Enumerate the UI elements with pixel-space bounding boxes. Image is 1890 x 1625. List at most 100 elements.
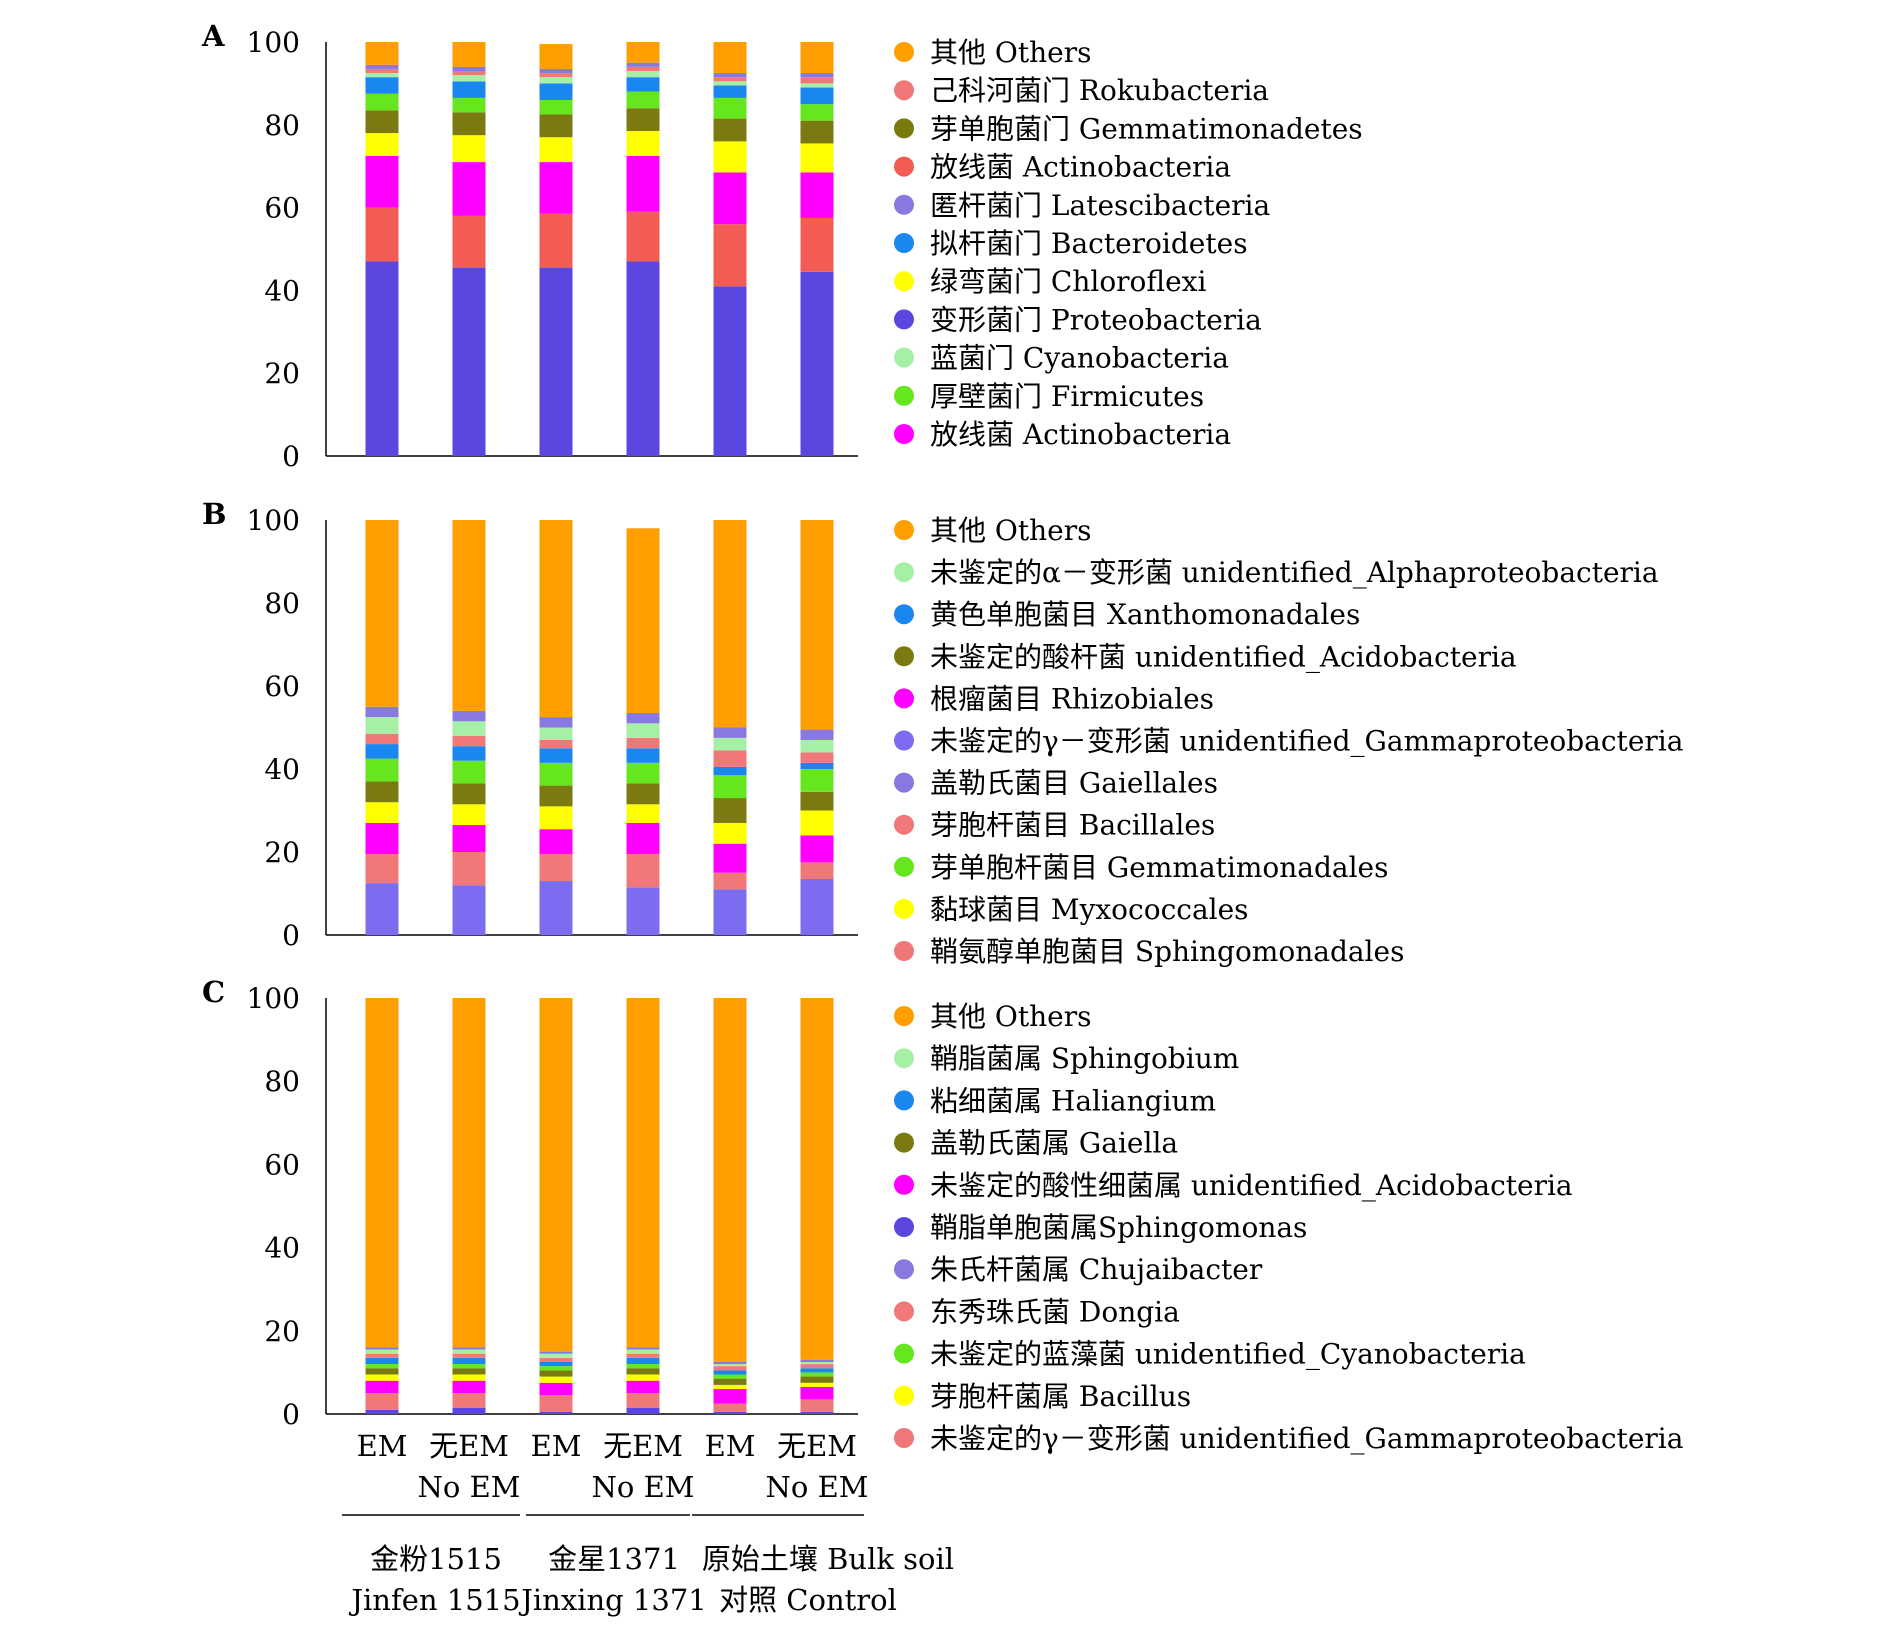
bar-segment	[713, 889, 747, 935]
bar-segment	[365, 744, 399, 759]
bar-segment	[452, 1393, 486, 1408]
legend-marker	[894, 42, 914, 62]
bar-segment	[452, 267, 486, 456]
bar-segment	[452, 721, 486, 736]
bar-segment	[365, 1347, 399, 1350]
bar-segment	[800, 1399, 834, 1412]
legend-marker	[894, 194, 914, 215]
bar-segment	[626, 822, 660, 855]
bar-segment	[365, 1353, 399, 1358]
bar-segment	[452, 1357, 486, 1365]
bar-segment	[626, 528, 660, 713]
legend-label: 芽单胞菌门 Gemmatimonadetes	[930, 112, 1363, 145]
bar-segment	[365, 93, 399, 111]
bar-segment	[713, 798, 747, 823]
bar-segment	[800, 271, 834, 456]
bar-segment	[626, 712, 660, 724]
y-tick-label: 80	[264, 109, 300, 142]
legend-label: 其他 Others	[930, 36, 1091, 69]
bar-segment	[800, 769, 834, 792]
y-tick-label: 20	[264, 1315, 300, 1348]
legend-label: 其他 Others	[930, 1000, 1091, 1033]
bar-segment	[539, 1382, 573, 1396]
legend-marker	[894, 271, 914, 292]
legend-label: 东秀珠氏菌 Dongia	[930, 1295, 1180, 1328]
bar-segment	[626, 108, 660, 132]
y-tick-label: 60	[264, 1148, 300, 1181]
legend-marker	[894, 730, 914, 751]
panel-label-C: C	[202, 975, 225, 1009]
bar-segment	[713, 1384, 747, 1390]
bar-segment	[713, 737, 747, 751]
bar-segment	[452, 1349, 486, 1354]
legend-marker	[894, 856, 914, 877]
legend-marker	[894, 385, 914, 406]
bar-segment	[713, 775, 747, 799]
bar-segment	[365, 998, 399, 1348]
legend-marker	[894, 688, 914, 709]
bar-segment	[365, 883, 399, 935]
bar-segment	[800, 791, 834, 811]
bar-segment	[626, 1380, 660, 1394]
bar-segment	[452, 783, 486, 805]
bar-segment	[713, 224, 747, 287]
bar-segment	[452, 710, 486, 722]
bar-segment	[539, 854, 573, 882]
bar-segment	[539, 881, 573, 935]
y-tick-label: 20	[264, 357, 300, 390]
bar-segment	[626, 1393, 660, 1408]
bar-segment	[713, 766, 747, 776]
bar-segment	[626, 804, 660, 823]
bar-segment	[452, 1364, 486, 1369]
panel-label-A: A	[201, 19, 225, 53]
bar-segment	[452, 520, 486, 711]
legend-label: 厚壁菌门 Firmicutes	[930, 380, 1204, 413]
bar-segment	[713, 81, 747, 86]
bar-segment	[365, 717, 399, 734]
bar-segment	[800, 739, 834, 753]
bar-segment	[800, 729, 834, 740]
bar-segment	[539, 520, 573, 718]
bar-segment	[452, 215, 486, 268]
bar-segment	[452, 1407, 486, 1414]
bar-segment	[452, 42, 486, 67]
bar-segment	[800, 87, 834, 105]
legend-label: 绿弯菌门 Chloroflexi	[930, 265, 1206, 298]
group-label-line2: Jinxing 1371	[518, 1583, 706, 1617]
x-tick-label: EM	[357, 1429, 408, 1463]
bar-segment	[713, 750, 747, 767]
bar-segment	[452, 852, 486, 886]
bar-segment	[800, 835, 834, 863]
bar-segment	[365, 64, 399, 69]
y-tick-label: 100	[247, 504, 300, 537]
bar-segment	[626, 1374, 660, 1381]
bar-segment	[713, 42, 747, 74]
bar-segment	[626, 723, 660, 738]
group-label-line1: 金粉1515	[370, 1542, 502, 1576]
bar-segment	[539, 73, 573, 78]
bar-segment	[539, 717, 573, 728]
bar-segment	[626, 998, 660, 1348]
legend-marker	[894, 520, 914, 540]
y-tick-label: 80	[264, 1065, 300, 1098]
bar-segment	[452, 1380, 486, 1394]
bar-segment	[713, 1364, 747, 1367]
legend-marker	[894, 1428, 914, 1448]
x-tick-label: EM	[531, 1429, 582, 1463]
panel-label-B: B	[202, 497, 227, 531]
bar-segment	[452, 135, 486, 163]
bar-segment	[626, 70, 660, 78]
bar-segment	[713, 141, 747, 173]
bar-segment	[626, 783, 660, 805]
x-tick-label: 无EM	[603, 1429, 683, 1463]
bar-segment	[800, 1364, 834, 1369]
legend-label: 芽胞杆菌属 Bacillus	[930, 1380, 1191, 1413]
bar-segment	[539, 1376, 573, 1383]
bar-segment	[539, 1411, 573, 1414]
legend-label: 盖勒氏菌属 Gaiella	[930, 1127, 1178, 1160]
bar-segment	[800, 1362, 834, 1365]
bar-segment	[452, 998, 486, 1348]
bar-segment	[365, 758, 399, 782]
bar-segment	[713, 822, 747, 844]
legend-marker	[894, 156, 914, 177]
